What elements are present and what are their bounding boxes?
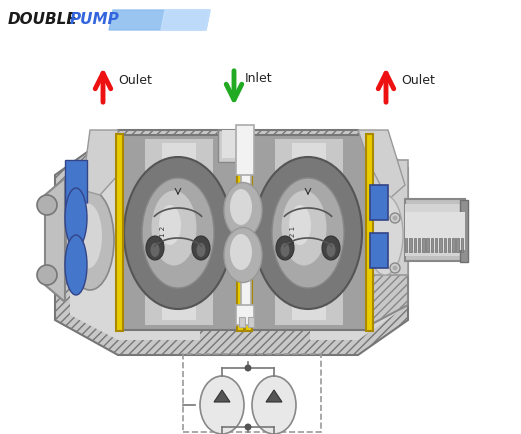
Polygon shape bbox=[266, 390, 282, 402]
Ellipse shape bbox=[66, 190, 114, 290]
Bar bbox=[456, 238, 459, 252]
Ellipse shape bbox=[196, 243, 205, 257]
Polygon shape bbox=[214, 390, 230, 402]
Ellipse shape bbox=[142, 178, 214, 288]
Text: PUMP: PUMP bbox=[70, 13, 120, 27]
Ellipse shape bbox=[327, 243, 336, 257]
Bar bbox=[405, 199, 465, 261]
Polygon shape bbox=[310, 145, 408, 340]
Ellipse shape bbox=[146, 236, 164, 260]
Polygon shape bbox=[45, 178, 65, 302]
Ellipse shape bbox=[280, 243, 290, 257]
Bar bbox=[162, 143, 196, 320]
Bar bbox=[236, 305, 254, 325]
Polygon shape bbox=[218, 130, 248, 160]
Ellipse shape bbox=[152, 191, 196, 266]
Ellipse shape bbox=[65, 188, 87, 248]
Circle shape bbox=[244, 365, 252, 372]
Text: V 2 1: V 2 1 bbox=[290, 226, 296, 244]
Ellipse shape bbox=[124, 157, 232, 309]
Bar bbox=[241, 137, 251, 315]
Bar bbox=[237, 134, 244, 331]
Bar bbox=[414, 238, 416, 252]
Polygon shape bbox=[370, 160, 408, 325]
Ellipse shape bbox=[367, 195, 403, 275]
Ellipse shape bbox=[74, 204, 102, 269]
Ellipse shape bbox=[224, 183, 262, 237]
Bar bbox=[431, 238, 433, 252]
Bar bbox=[452, 238, 455, 252]
Polygon shape bbox=[358, 130, 405, 200]
Circle shape bbox=[244, 424, 252, 431]
Polygon shape bbox=[222, 130, 246, 158]
Bar bbox=[422, 238, 425, 252]
Ellipse shape bbox=[151, 243, 159, 257]
Bar bbox=[370, 233, 388, 268]
Bar bbox=[183, 354, 321, 432]
Ellipse shape bbox=[281, 191, 327, 266]
Ellipse shape bbox=[230, 234, 252, 270]
Ellipse shape bbox=[65, 235, 87, 295]
Ellipse shape bbox=[230, 189, 252, 225]
Ellipse shape bbox=[322, 236, 340, 260]
Bar bbox=[366, 134, 373, 331]
Ellipse shape bbox=[200, 376, 244, 434]
Bar bbox=[248, 135, 370, 330]
Ellipse shape bbox=[159, 205, 181, 245]
Ellipse shape bbox=[192, 236, 210, 260]
Ellipse shape bbox=[276, 236, 294, 260]
Bar bbox=[405, 238, 407, 252]
Bar bbox=[370, 160, 408, 275]
Bar bbox=[248, 317, 254, 327]
Bar bbox=[418, 238, 420, 252]
Bar bbox=[405, 212, 465, 250]
Bar bbox=[275, 139, 343, 325]
Bar bbox=[65, 160, 87, 210]
Ellipse shape bbox=[254, 157, 362, 309]
Bar bbox=[236, 125, 254, 175]
Bar bbox=[426, 238, 429, 252]
Bar bbox=[443, 238, 446, 252]
Text: Inlet: Inlet bbox=[245, 72, 272, 85]
Text: V 1 2: V 1 2 bbox=[160, 226, 166, 244]
Bar bbox=[461, 238, 463, 252]
Polygon shape bbox=[55, 130, 408, 355]
Bar bbox=[410, 238, 412, 252]
Polygon shape bbox=[82, 130, 118, 195]
Bar bbox=[118, 135, 240, 330]
Bar bbox=[239, 317, 245, 327]
Circle shape bbox=[392, 216, 398, 220]
Circle shape bbox=[390, 213, 400, 223]
Circle shape bbox=[390, 263, 400, 273]
Circle shape bbox=[392, 266, 398, 270]
Bar bbox=[405, 204, 465, 256]
Bar bbox=[435, 238, 438, 252]
Bar bbox=[145, 139, 213, 325]
Polygon shape bbox=[161, 10, 210, 30]
Circle shape bbox=[37, 195, 57, 215]
Ellipse shape bbox=[252, 376, 296, 434]
Ellipse shape bbox=[224, 227, 262, 283]
Bar bbox=[116, 134, 123, 331]
Polygon shape bbox=[218, 130, 250, 162]
Bar bbox=[245, 134, 252, 331]
Bar bbox=[448, 238, 450, 252]
Bar bbox=[370, 185, 388, 220]
Text: DOUBLE: DOUBLE bbox=[8, 13, 78, 27]
Polygon shape bbox=[70, 145, 200, 340]
Bar bbox=[460, 200, 468, 262]
Bar bbox=[439, 238, 442, 252]
Circle shape bbox=[37, 265, 57, 285]
Bar bbox=[292, 143, 326, 320]
Polygon shape bbox=[109, 10, 210, 30]
Text: Oulet: Oulet bbox=[118, 73, 152, 86]
Ellipse shape bbox=[289, 205, 311, 245]
Ellipse shape bbox=[272, 178, 344, 288]
Text: Oulet: Oulet bbox=[401, 73, 435, 86]
